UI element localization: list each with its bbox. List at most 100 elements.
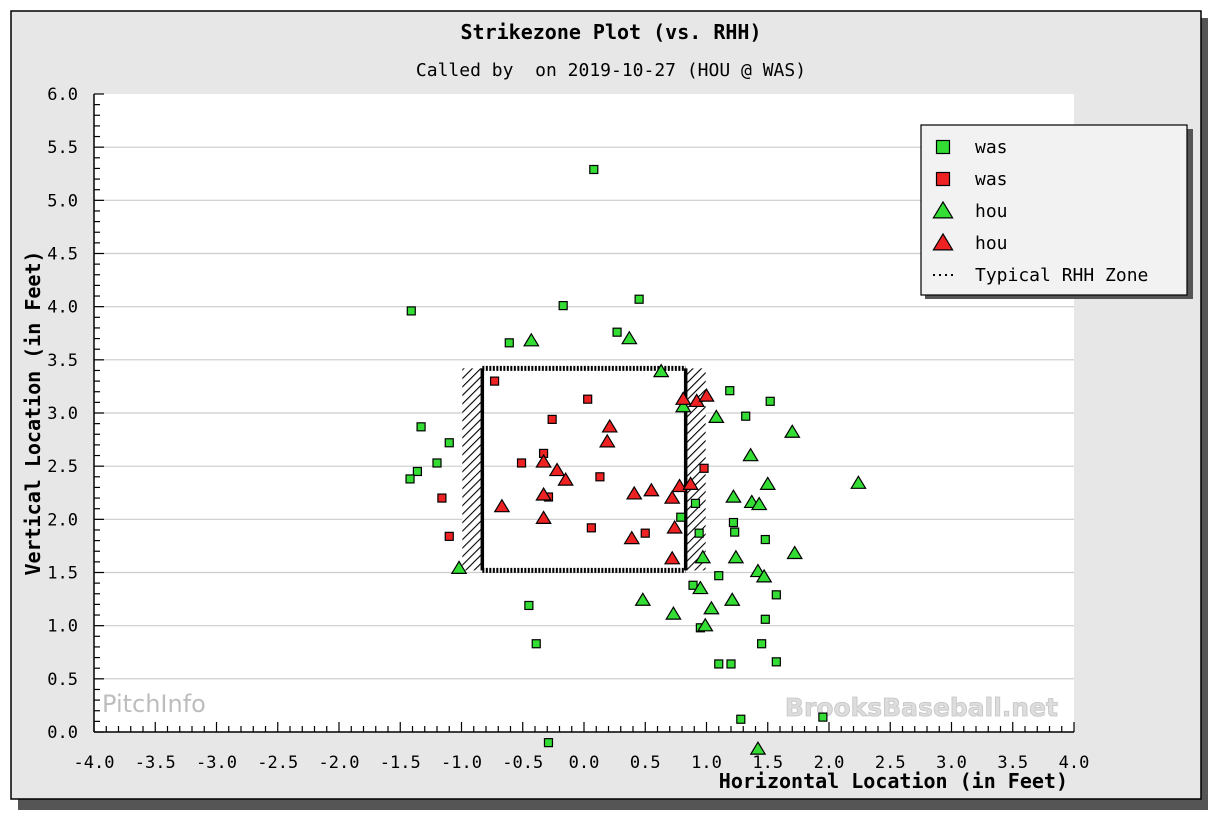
pitch-points — [405, 164, 867, 755]
pitch-triangle-red-hou — [535, 453, 552, 468]
pitch-triangle-green-hou — [665, 605, 682, 620]
pitch-triangle-red-hou — [643, 482, 660, 497]
pitch-triangle-red-hou — [535, 510, 552, 525]
pitch-triangle-green-hou — [725, 488, 742, 503]
pitch-triangle-red-hou — [623, 530, 641, 545]
zone-hatch-right — [685, 368, 706, 571]
x-tick-label: 4.0 — [1059, 753, 1090, 773]
pitch-square-green-was — [432, 458, 442, 468]
pitch-triangle-green-hou — [755, 568, 773, 583]
pitch-triangle-red-hou — [599, 433, 616, 448]
x-tick-label: -3.0 — [196, 753, 237, 773]
x-axis-label: Horizontal Location (in Feet) — [719, 769, 1068, 793]
x-tick-label: -2.0 — [319, 753, 360, 773]
pitch-triangle-green-hou — [750, 496, 768, 511]
legend-marker-1 — [935, 171, 951, 187]
pitch-triangle-green-hou — [749, 741, 767, 755]
pitch-square-green-was — [412, 466, 422, 477]
pitch-square-green-was — [757, 639, 767, 649]
pitch-square-green-was — [531, 639, 541, 649]
axes: -4.0 -3.5 -3.0 -2.5 -2.0 -1.5 -1.0 -0.5 0.0 0.5 1.… — [47, 85, 1089, 773]
x-tick-label: 2.0 — [814, 753, 845, 773]
pitch-square-green-was — [688, 580, 698, 590]
y-tick-label: 1.5 — [47, 564, 78, 584]
pitch-square-red-was — [595, 472, 605, 482]
legend-label: Typical RHH Zone — [975, 265, 1148, 286]
pitch-square-green-was — [765, 396, 775, 406]
pitch-square-green-was — [405, 474, 415, 484]
pitch-square-red-was — [583, 394, 593, 404]
pitch-triangle-red-hou — [666, 519, 683, 534]
pitch-triangle-red-hou — [535, 486, 552, 501]
pitch-triangle-red-hou — [625, 485, 643, 500]
pitch-triangle-green-hou — [723, 592, 741, 606]
x-tick-label: 3.5 — [997, 753, 1028, 773]
pitch-square-green-was — [760, 534, 770, 545]
pitch-triangle-red-hou — [493, 498, 511, 513]
pitch-square-green-was — [524, 600, 534, 611]
x-tick-label: 0.0 — [569, 753, 600, 773]
pitch-square-green-was — [416, 422, 426, 432]
legend-box — [920, 124, 1188, 296]
pitch-triangle-red-hou — [663, 490, 681, 504]
pitch-triangle-red-hou — [698, 387, 715, 402]
pitch-square-red-was — [547, 414, 557, 424]
pitch-triangle-green-hou — [652, 363, 670, 378]
pitch-triangle-green-hou — [850, 475, 867, 489]
pitch-square-green-was — [444, 438, 454, 448]
typical-rhh-zone — [462, 365, 706, 573]
pitch-square-green-was — [612, 327, 622, 337]
pitch-square-green-was — [589, 164, 599, 175]
legend-marker-3 — [932, 232, 954, 251]
pitch-square-red-was — [444, 531, 454, 541]
legend: was was hou hou Typical RHH Zone — [920, 124, 1193, 299]
pitch-square-red-was — [586, 523, 596, 533]
x-tick-label: 2.5 — [875, 753, 906, 773]
legend-label: hou — [975, 201, 1008, 222]
pitch-square-green-was — [818, 712, 828, 722]
x-tick-label: 1.5 — [752, 753, 783, 773]
pitch-triangle-green-hou — [634, 592, 652, 606]
pitch-square-red-was — [699, 463, 709, 473]
pitch-square-green-was — [543, 738, 554, 748]
pitch-square-red-was — [640, 528, 650, 538]
x-tick-label: -0.5 — [502, 753, 543, 773]
legend-label: was — [975, 169, 1008, 190]
pitch-triangle-green-hou — [708, 409, 725, 423]
zone-hatch-left — [462, 368, 483, 571]
x-tick-label: -3.5 — [135, 753, 176, 773]
pitch-triangle-green-hou — [523, 332, 540, 347]
pitch-triangle-green-hou — [759, 476, 777, 490]
legend-label: hou — [975, 233, 1008, 254]
pitch-square-green-was — [725, 386, 735, 396]
y-tick-label: 3.5 — [47, 351, 78, 371]
brooksbaseball-watermark: BrooksBaseball.net — [785, 693, 1058, 722]
x-tick-label: -1.5 — [380, 753, 421, 773]
pitch-square-green-was — [728, 517, 739, 528]
pitch-triangle-green-hou — [450, 560, 468, 574]
chart-subtitle: Called by on 2019-10-27 (HOU @ WAS) — [416, 60, 806, 81]
pitch-square-green-was — [771, 590, 781, 600]
pitch-square-green-was — [690, 498, 701, 508]
pitch-square-green-was — [736, 714, 746, 724]
pitch-square-green-was — [634, 294, 644, 304]
x-tick-label: 0.5 — [630, 753, 661, 773]
pitch-square-green-was — [714, 571, 724, 581]
pitch-triangle-green-hou — [692, 580, 709, 595]
y-tick-label: 6.0 — [47, 85, 78, 105]
pitch-square-green-was — [676, 512, 686, 522]
pitch-triangle-red-hou — [601, 418, 618, 433]
pitch-triangle-green-hou — [703, 600, 720, 615]
pitch-square-red-was — [489, 376, 500, 386]
legend-label: was — [975, 137, 1008, 158]
pitch-triangle-green-hou — [727, 549, 745, 564]
y-tick-label: 2.5 — [47, 457, 78, 477]
pitch-square-green-was — [504, 338, 514, 348]
pitch-square-green-was — [714, 659, 724, 669]
y-tick-label: 2.0 — [47, 510, 78, 530]
pitch-triangle-green-hou — [742, 447, 759, 462]
y-tick-label: 4.0 — [47, 298, 78, 318]
pitch-square-green-was — [730, 527, 740, 537]
y-tick-label: 5.0 — [47, 191, 78, 211]
